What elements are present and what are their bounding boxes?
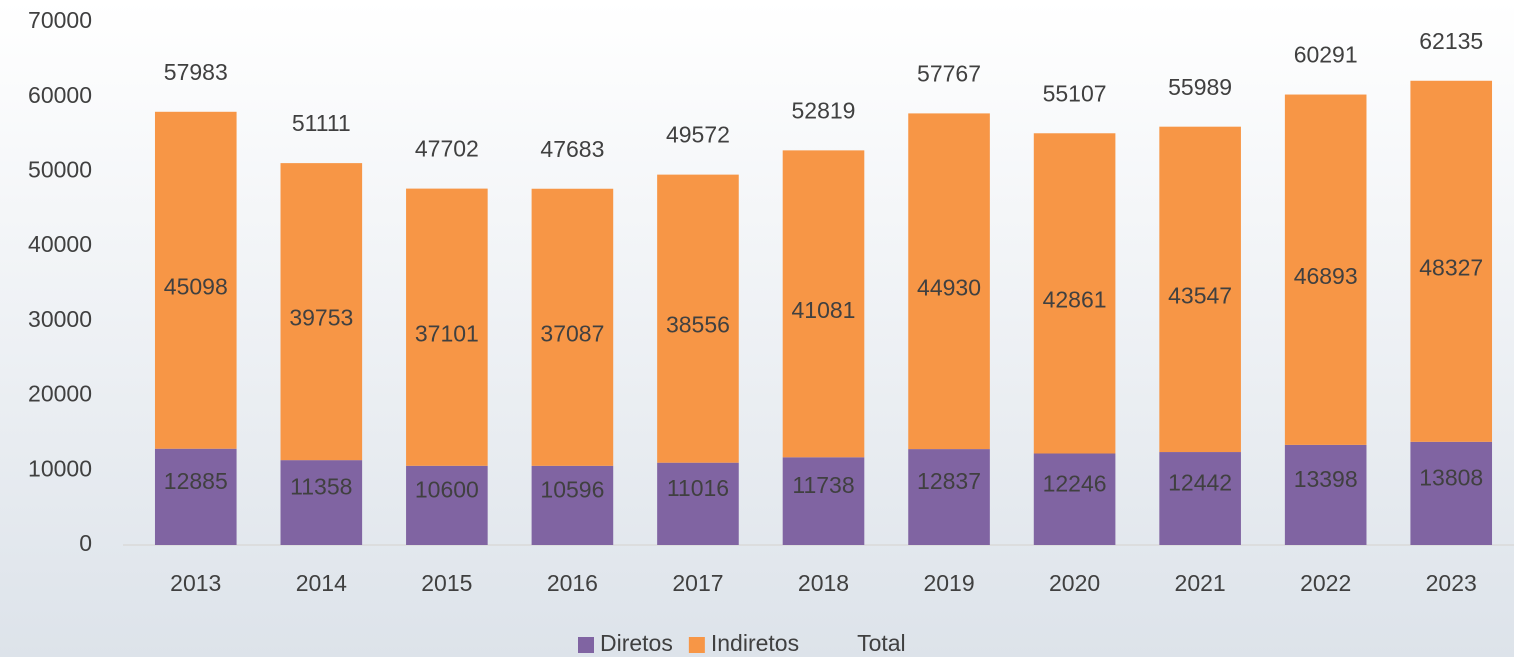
value-label: 10596 [540, 476, 604, 502]
total-label: 62135 [1419, 28, 1483, 54]
x-tick-label: 2017 [672, 570, 723, 596]
bar-segment [782, 150, 865, 458]
bar-segment [1284, 94, 1367, 445]
bar-segment [280, 163, 363, 461]
value-label: 11358 [290, 474, 352, 500]
total-label: 55107 [1043, 80, 1107, 106]
value-label: 42861 [1043, 286, 1107, 312]
value-label: 38556 [666, 312, 730, 338]
value-label: 43547 [1168, 282, 1232, 308]
y-tick-label: 20000 [28, 381, 92, 407]
total-label: 55989 [1168, 74, 1232, 100]
bar-segment [657, 462, 739, 545]
value-label: 45098 [164, 273, 228, 299]
bar-segment [782, 457, 865, 545]
total-label: 49572 [666, 122, 730, 148]
legend-label: Diretos [600, 630, 673, 656]
bar-segment [908, 449, 990, 545]
value-label: 44930 [917, 274, 981, 300]
x-tick-label: 2014 [296, 570, 347, 596]
x-tick-label: 2022 [1300, 570, 1351, 596]
x-tick-label: 2018 [798, 570, 849, 596]
bar-segment [1033, 133, 1116, 454]
x-tick-label: 2015 [421, 570, 472, 596]
value-label: 11738 [792, 472, 854, 498]
total-label: 51111 [292, 110, 351, 136]
bar-segment [531, 465, 614, 545]
value-label: 12442 [1168, 470, 1232, 496]
y-tick-label: 60000 [28, 82, 92, 108]
total-label: 57767 [917, 60, 981, 86]
legend-swatch [578, 637, 594, 653]
bar-segment [531, 188, 614, 466]
x-tick-label: 2019 [923, 570, 974, 596]
value-label: 13808 [1419, 464, 1483, 490]
bar-segment [406, 465, 488, 545]
value-label: 12246 [1043, 470, 1107, 496]
x-tick-label: 2020 [1049, 570, 1100, 596]
value-label: 39753 [289, 305, 353, 331]
y-tick-label: 70000 [28, 7, 92, 33]
total-label: 47702 [415, 136, 479, 162]
x-tick-label: 2013 [170, 570, 221, 596]
legend-label: Total [857, 630, 906, 656]
bar-segment [280, 460, 363, 545]
bar-segment [154, 111, 237, 449]
legend-label: Indiretos [711, 630, 799, 656]
value-label: 37087 [540, 320, 604, 346]
bar-segment [406, 188, 488, 466]
value-label: 10600 [415, 476, 479, 502]
value-label: 13398 [1294, 466, 1358, 492]
x-tick-label: 2016 [547, 570, 598, 596]
bar-segment [1284, 444, 1367, 545]
bar-segment [1159, 452, 1241, 545]
bar-segment [1410, 80, 1493, 442]
bar-segment [1033, 453, 1116, 545]
value-label: 48327 [1419, 254, 1483, 280]
total-label: 60291 [1294, 42, 1358, 68]
bar-segment [1159, 126, 1241, 453]
total-label: 52819 [792, 97, 856, 123]
legend-swatch [688, 637, 705, 653]
x-tick-label: 2023 [1426, 570, 1477, 596]
y-tick-label: 10000 [28, 455, 92, 481]
y-tick-label: 50000 [28, 157, 92, 183]
value-label: 46893 [1294, 263, 1358, 289]
bar-segment [1410, 441, 1493, 545]
y-tick-label: 40000 [28, 231, 92, 257]
value-label: 41081 [792, 297, 856, 323]
total-label: 47683 [540, 136, 604, 162]
value-label: 11016 [667, 475, 729, 501]
bar-segment [657, 174, 739, 463]
value-label: 12837 [917, 468, 981, 494]
value-label: 12885 [164, 468, 228, 494]
value-label: 37101 [415, 320, 479, 346]
bar-segment [154, 448, 237, 545]
y-tick-label: 0 [79, 530, 92, 556]
y-tick-label: 30000 [28, 306, 92, 332]
x-tick-label: 2021 [1175, 570, 1226, 596]
total-label: 57983 [164, 59, 228, 85]
bar-segment [908, 113, 990, 450]
